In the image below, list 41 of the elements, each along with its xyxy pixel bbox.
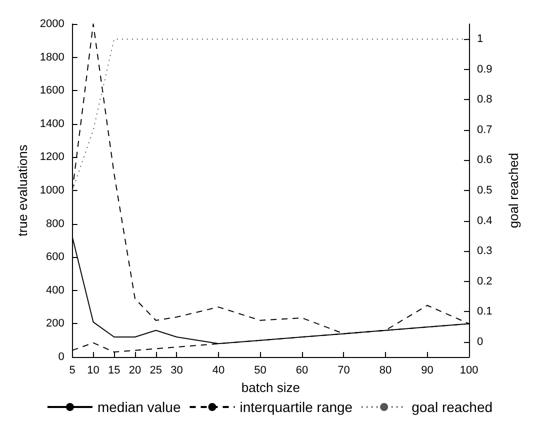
legend-label: goal reached — [412, 399, 493, 415]
x-tick-label: 40 — [212, 364, 225, 376]
x-tick-label: 5 — [69, 364, 76, 376]
legend-label: interquartile range — [240, 399, 353, 415]
y-tick-label: 1200 — [40, 151, 64, 164]
y-tick-label: 2000 — [40, 18, 64, 30]
y2-tick-label: 0.3 — [477, 245, 492, 258]
x-tick-label: 90 — [421, 364, 434, 376]
y-tick-label: 1400 — [40, 118, 64, 130]
x-tick-label: 100 — [460, 364, 478, 376]
y2-tick-label: 0.9 — [477, 63, 492, 76]
x-tick-label: 50 — [254, 364, 266, 376]
y2-tick-label: 0.1 — [477, 306, 492, 318]
x-tick-label: 80 — [379, 364, 392, 376]
y2-tick-label: 0.5 — [477, 184, 492, 196]
y-tick-label: 600 — [46, 251, 64, 264]
y2-tick-label: 0 — [477, 336, 484, 348]
y-axis-title: true evaluations — [15, 144, 30, 236]
y-tick-label: 800 — [46, 218, 64, 230]
y-tick-label: 1800 — [40, 51, 64, 64]
y2-tick-label: 0.7 — [477, 124, 492, 136]
y-tick-label: 1000 — [40, 184, 64, 196]
x-tick-label: 60 — [296, 364, 308, 376]
x-tick-label: 70 — [338, 364, 350, 376]
y2-tick-label: 0.8 — [477, 94, 492, 106]
y2-axis-title: goal reached — [506, 152, 521, 228]
y2-tick-label: 0.6 — [477, 154, 492, 166]
x-tick-label: 15 — [108, 364, 120, 376]
y-tick-label: 200 — [46, 318, 64, 330]
y-tick-label: 400 — [46, 284, 64, 296]
x-tick-label: 10 — [87, 364, 100, 376]
y2-tick-label: 0.2 — [477, 275, 492, 288]
y-tick-label: 1600 — [40, 84, 64, 97]
y-tick-label: 0 — [58, 351, 64, 363]
y2-tick-label: 0.4 — [477, 214, 492, 227]
legend-label: median value — [97, 399, 181, 415]
x-tick-label: 30 — [170, 364, 183, 376]
x-axis-title: batch size — [241, 380, 300, 395]
x-tick-label: 20 — [128, 364, 142, 376]
x-tick-label: 25 — [150, 364, 162, 376]
y2-tick-label: 1 — [477, 33, 484, 46]
